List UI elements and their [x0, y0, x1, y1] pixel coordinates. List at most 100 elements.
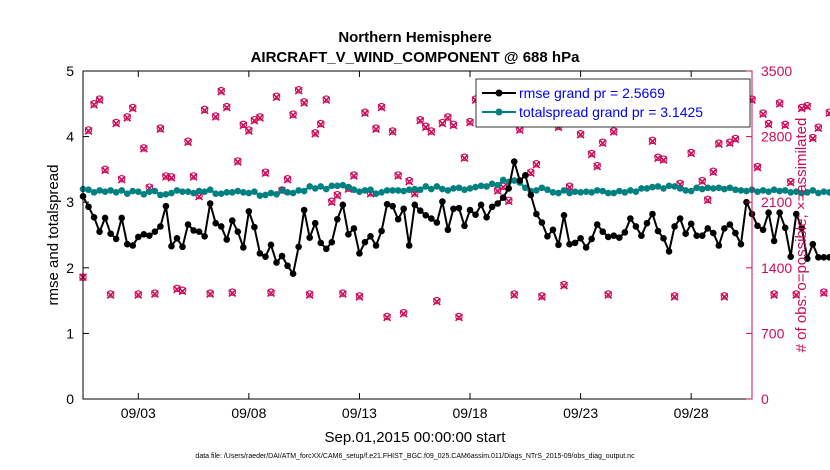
- obs-possible-point: [753, 162, 762, 171]
- obs-assimilated-point: [759, 110, 768, 119]
- obs-assimilated-point: [648, 137, 657, 146]
- obs-assimilated-point: [560, 281, 568, 290]
- y-tick-label: 0: [66, 391, 74, 407]
- totalspread-point: [549, 189, 557, 196]
- totalspread-point: [184, 188, 192, 196]
- rmse-point: [538, 219, 546, 226]
- totalspread-point: [588, 189, 595, 196]
- totalspread-point: [295, 187, 302, 194]
- obs-possible-point: [283, 175, 292, 183]
- obs-assimilated-point: [117, 175, 126, 184]
- obs-assimilated-point: [355, 292, 364, 301]
- rmse-point: [632, 223, 640, 230]
- totalspread-point: [593, 187, 601, 194]
- obs-possible-point: [687, 148, 695, 157]
- totalspread-point: [400, 187, 407, 195]
- totalspread-point: [604, 189, 612, 197]
- totalspread-point: [682, 187, 689, 194]
- obs-assimilated-point: [659, 156, 668, 164]
- y-axis-label: rmse and totalspread: [45, 165, 62, 306]
- obs-possible-point: [90, 100, 98, 108]
- rmse-point: [826, 254, 830, 261]
- obs-assimilated-point: [493, 186, 502, 195]
- obs-assimilated-point: [250, 116, 259, 125]
- totalspread-point: [450, 185, 457, 192]
- rmse-point: [372, 242, 380, 249]
- totalspread-point: [627, 187, 634, 194]
- obs-assimilated-point: [217, 87, 226, 96]
- obs-possible-point: [261, 168, 270, 176]
- obs-possible-point: [305, 290, 314, 298]
- y-tick-label: 3: [66, 194, 74, 210]
- obs-possible-point: [825, 108, 830, 116]
- totalspread-point: [461, 186, 468, 194]
- obs-possible-point: [576, 130, 585, 138]
- obs-assimilated-point: [670, 292, 679, 301]
- totalspread-point: [781, 187, 789, 194]
- obs-assimilated-point: [593, 162, 602, 171]
- obs-possible-point: [189, 172, 198, 180]
- rmse-point: [201, 233, 208, 240]
- rmse-point: [660, 234, 667, 242]
- totalspread-point: [704, 184, 712, 192]
- rmse-point: [151, 228, 159, 236]
- obs-possible-point: [698, 176, 706, 185]
- rmse-point: [217, 223, 225, 230]
- totalspread-point: [378, 189, 385, 196]
- totalspread-point: [284, 189, 291, 196]
- obs-assimilated-point: [432, 297, 441, 306]
- totalspread-point: [334, 182, 341, 190]
- obs-assimilated-point: [200, 106, 209, 115]
- obs-possible-point: [764, 119, 773, 128]
- obs-possible-point: [731, 134, 740, 143]
- obs-assimilated-point: [184, 138, 193, 147]
- y-tick-label: 1: [66, 325, 74, 341]
- obs-assimilated-point: [510, 291, 519, 299]
- obs-assimilated-point: [460, 154, 469, 163]
- obs-possible-point: [704, 195, 712, 204]
- obs-assimilated-point: [261, 169, 270, 178]
- rmse-point: [815, 254, 822, 261]
- y-right-axis-label: # of obs: o=possible; ×=assimilated: [793, 118, 810, 353]
- totalspread-point: [179, 188, 186, 196]
- obs-possible-point: [460, 153, 469, 161]
- totalspread-point: [433, 183, 441, 190]
- rmse-point: [555, 241, 562, 249]
- obs-possible-point: [560, 280, 568, 289]
- obs-possible-point: [610, 127, 618, 135]
- obs-possible-point: [604, 290, 612, 298]
- x-axis-label: Sep.01,2015 00:00:00 start: [325, 429, 507, 446]
- obs-assimilated-point: [211, 112, 220, 121]
- legend-label-rmse: rmse grand pr = 2.5669: [519, 85, 665, 101]
- obs-possible-point: [234, 157, 242, 165]
- obs-possible-point: [350, 171, 358, 179]
- rmse-point: [704, 225, 712, 232]
- totalspread-point: [223, 189, 231, 196]
- chart-title: Northern Hemisphere: [338, 29, 491, 46]
- totalspread-point: [383, 187, 391, 194]
- totalspread-point: [820, 188, 828, 196]
- rmse-point: [754, 222, 761, 230]
- rmse-point: [455, 204, 463, 212]
- totalspread-point: [826, 189, 830, 196]
- rmse-point: [516, 177, 524, 184]
- obs-possible-point: [328, 197, 336, 206]
- rmse-point: [96, 228, 103, 236]
- obs-possible-point: [587, 149, 596, 158]
- totalspread-point: [638, 185, 645, 192]
- obs-possible-point: [339, 289, 347, 297]
- obs-assimilated-point: [703, 196, 712, 205]
- rmse-point: [234, 228, 242, 236]
- obs-assimilated-point: [156, 125, 165, 134]
- obs-possible-point: [117, 175, 126, 183]
- obs-assimilated-point: [316, 120, 325, 129]
- obs-possible-point: [532, 160, 541, 168]
- obs-possible-point: [300, 98, 308, 106]
- rmse-point: [759, 226, 767, 234]
- totalspread-point: [90, 189, 98, 196]
- rmse-point: [278, 252, 286, 260]
- obs-assimilated-point: [289, 111, 298, 120]
- obs-possible-point: [228, 288, 237, 296]
- rmse-point: [809, 240, 817, 248]
- rmse-point: [776, 209, 783, 216]
